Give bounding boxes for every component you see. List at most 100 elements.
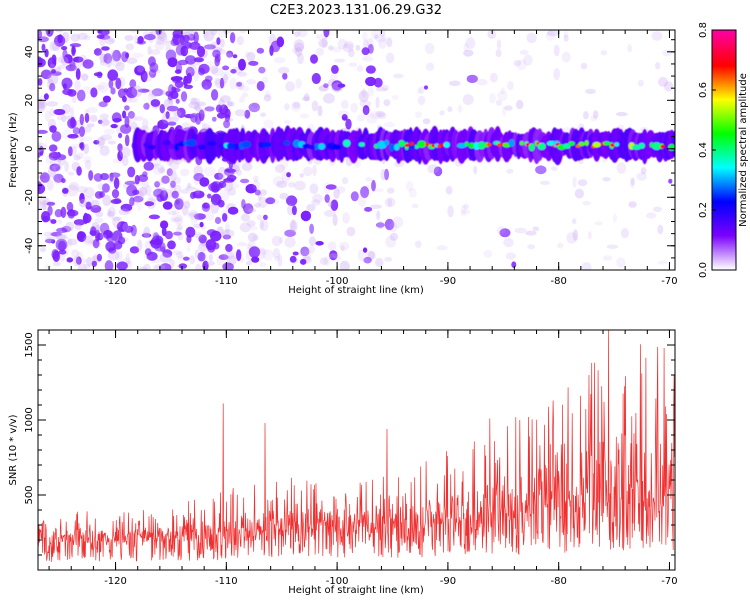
noise-blob	[357, 195, 367, 207]
noise-blob	[124, 134, 130, 147]
noise-blob	[359, 100, 372, 108]
y-tick-label: 1000	[24, 407, 35, 432]
colorbar-segment	[712, 34, 736, 37]
noise-blob	[56, 227, 68, 233]
noise-blob	[71, 146, 78, 157]
noise-blob	[106, 59, 112, 68]
noise-blob	[234, 109, 247, 117]
snr-panel: -120 -110 -100 -90 -80 -70 500 1000 1500 Height …	[8, 329, 678, 596]
noise-blob	[45, 30, 54, 37]
noise-blob	[284, 103, 290, 111]
noise-blob	[386, 37, 393, 48]
noise-blob	[204, 106, 215, 112]
noise-blob	[309, 223, 314, 234]
noise-blob	[96, 136, 106, 146]
noise-blob	[52, 250, 61, 262]
noise-blob	[324, 209, 336, 217]
noise-blob	[71, 136, 77, 141]
spectrogram-y-axis-label: Frequency (Hz)	[8, 112, 19, 188]
x-tick-label: -100	[326, 576, 349, 587]
noise-blob	[375, 110, 386, 118]
colorbar-segment	[712, 84, 736, 87]
noise-blob	[502, 105, 507, 117]
noise-blob	[194, 232, 203, 239]
noise-blob	[103, 229, 113, 239]
noise-blob	[593, 110, 599, 119]
noise-blob	[286, 195, 298, 206]
noise-blob	[211, 89, 219, 101]
noise-blob	[38, 183, 46, 194]
noise-blob	[166, 86, 173, 93]
colorbar-segment	[712, 260, 736, 263]
noise-blob	[405, 181, 414, 192]
noise-blob	[539, 180, 551, 185]
noise-blob	[99, 145, 110, 156]
noise-blob	[129, 197, 135, 207]
colorbar-segment	[712, 74, 736, 77]
colorbar-segment	[712, 100, 736, 103]
noise-blob	[457, 104, 463, 113]
colorbar-segment	[712, 268, 736, 271]
noise-blob	[226, 52, 233, 59]
noise-blob	[52, 163, 62, 172]
colorbar-segment	[712, 112, 736, 115]
noise-blob	[229, 77, 237, 90]
x-tick-label: -90	[440, 576, 456, 587]
noise-blob	[214, 56, 220, 67]
noise-blob	[261, 76, 269, 84]
noise-blob	[220, 38, 225, 48]
noise-blob	[132, 189, 140, 196]
noise-blob	[154, 41, 165, 51]
noise-blob	[265, 197, 276, 205]
noise-blob	[448, 80, 461, 87]
noise-blob	[627, 44, 632, 53]
colorbar-segment	[712, 70, 736, 73]
noise-blob	[38, 129, 48, 134]
noise-blob	[224, 228, 230, 239]
noise-blob	[56, 157, 62, 162]
noise-blob	[571, 218, 577, 224]
signal-core	[668, 144, 675, 151]
noise-blob	[174, 69, 182, 74]
noise-blob	[274, 164, 286, 173]
noise-blob	[39, 101, 48, 109]
noise-blob	[224, 114, 230, 123]
noise-blob	[153, 188, 164, 198]
noise-blob	[561, 51, 571, 63]
noise-blob	[63, 54, 73, 64]
noise-blob	[252, 235, 259, 241]
noise-blob	[260, 112, 266, 117]
noise-blob	[361, 47, 370, 56]
noise-blob	[117, 143, 123, 152]
noise-blob	[61, 77, 73, 89]
signal-core	[261, 141, 272, 148]
noise-blob	[142, 118, 149, 130]
noise-blob	[587, 231, 592, 240]
noise-blob	[113, 240, 123, 250]
noise-blob	[504, 105, 513, 111]
noise-blob	[263, 214, 268, 220]
noise-blob	[92, 199, 101, 208]
noise-blob	[532, 226, 540, 232]
noise-blob	[247, 208, 257, 213]
noise-blob	[194, 213, 206, 220]
noise-blob	[118, 208, 130, 216]
noise-blob	[216, 37, 221, 45]
colorbar-tick-label: 0.2	[698, 202, 709, 218]
signal-core	[417, 140, 427, 148]
noise-blob	[154, 246, 166, 252]
colorbar-segment	[712, 40, 736, 43]
noise-blob	[137, 65, 145, 73]
noise-blob	[107, 210, 115, 218]
noise-blob	[375, 222, 385, 228]
noise-blob	[547, 30, 559, 37]
noise-blob	[93, 173, 103, 182]
noise-blob	[422, 118, 431, 125]
noise-blob	[51, 42, 60, 51]
noise-blob	[76, 166, 82, 176]
noise-blob	[615, 112, 628, 117]
noise-blob	[312, 193, 323, 203]
noise-blob	[143, 161, 155, 171]
noise-blob	[70, 107, 75, 118]
